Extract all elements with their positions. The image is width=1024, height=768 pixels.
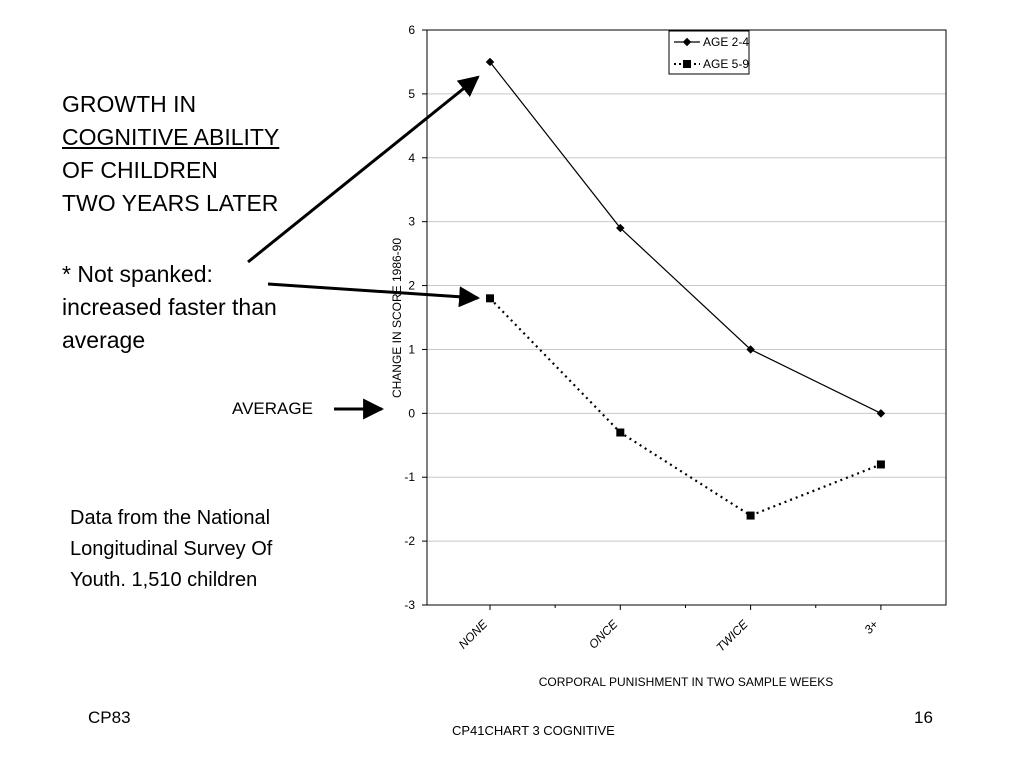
title-line-2: COGNITIVE ABILITY <box>62 124 280 150</box>
title-line-1: GROWTH IN <box>62 91 197 117</box>
y-tick-label: 2 <box>408 279 415 293</box>
y-tick-label: -2 <box>404 534 415 548</box>
series-line-age-2-4 <box>489 61 882 414</box>
title-line-3: OF CHILDREN <box>62 157 218 183</box>
x-axis-ticks: NONE ONCE TWICE 3+ <box>456 605 882 655</box>
annotation-arrows <box>247 75 481 420</box>
title-line-4: TWO YEARS LATER <box>62 190 279 216</box>
note-line-3: average <box>62 327 146 353</box>
x-tick-label: ONCE <box>586 617 621 652</box>
source-line-1: Data from the National <box>70 507 271 529</box>
data-point <box>486 294 494 303</box>
series-line-age-5-9 <box>489 297 882 517</box>
legend-box <box>668 30 750 75</box>
y-tick-label: 5 <box>408 87 415 101</box>
y-tick-label: -3 <box>404 598 415 612</box>
data-point <box>746 345 755 354</box>
data-source-note: Data from the National Longitudinal Surv… <box>70 503 370 596</box>
data-point <box>876 409 886 418</box>
plot-area-frame <box>426 29 947 606</box>
data-point <box>485 57 495 67</box>
legend-label-age-2-4: AGE 2-4 <box>703 35 749 49</box>
footer-chart-id: CP41CHART 3 COGNITIVE <box>452 723 615 738</box>
x-tick-label: TWICE <box>713 617 751 655</box>
gridlines <box>427 93 946 542</box>
y-tick-label: 4 <box>408 151 415 165</box>
not-spanked-arrow <box>267 282 481 308</box>
x-tick-label: NONE <box>456 617 491 652</box>
not-spanked-note: * Not spanked: increased faster than ave… <box>62 258 362 357</box>
x-tick-label: 3+ <box>861 617 881 637</box>
source-line-3: Youth. 1,510 children <box>70 569 258 591</box>
legend-marker-age-5-9 <box>683 60 691 68</box>
y-tick-label: -1 <box>404 470 415 484</box>
data-point <box>616 428 625 437</box>
title-arrow <box>247 75 480 264</box>
y-tick-label: 6 <box>408 23 415 37</box>
average-label: AVERAGE <box>232 399 313 418</box>
page-number: 16 <box>914 708 933 727</box>
y-axis-title: CHANGE IN SCORE 1986-90 <box>390 238 404 398</box>
y-tick-label: 1 <box>408 342 415 356</box>
x-axis-title: CORPORAL PUNISHMENT IN TWO SAMPLE WEEKS <box>539 675 834 689</box>
y-tick-label: 3 <box>408 215 415 229</box>
source-line-2: Longitudinal Survey Of <box>70 538 273 560</box>
y-axis-ticks: -3 -2 -1 0 1 2 3 4 5 6 <box>404 23 427 612</box>
footer-code: CP83 <box>88 708 131 727</box>
y-tick-label: 0 <box>408 406 415 420</box>
series-layer <box>485 57 886 520</box>
legend-label-age-5-9: AGE 5-9 <box>703 57 749 71</box>
slide-title: GROWTH IN COGNITIVE ABILITY OF CHILDREN … <box>62 88 362 220</box>
legend: AGE 2-4 AGE 5-9 <box>668 30 750 75</box>
note-line-2: increased faster than <box>62 294 277 320</box>
data-point <box>746 511 755 520</box>
note-line-1: * Not spanked: <box>62 261 213 287</box>
data-point <box>876 460 885 469</box>
